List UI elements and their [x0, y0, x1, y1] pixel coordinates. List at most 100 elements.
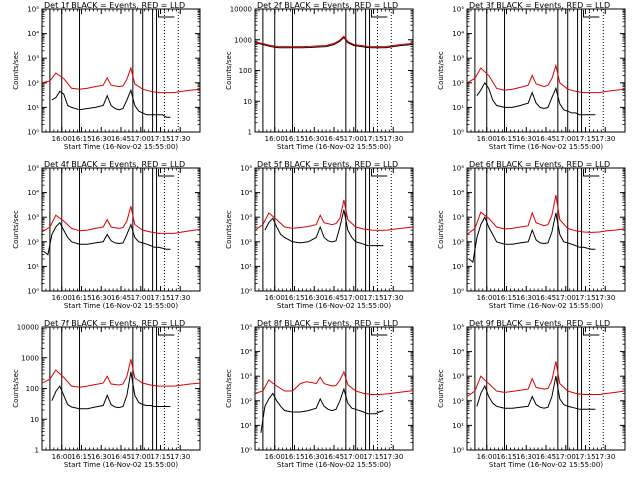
y-tick-label: 100 [26, 385, 39, 393]
x-tick-label: 16:30 [516, 135, 536, 143]
top-bracket [371, 328, 388, 336]
x-axis-label: Start Time (16-Nov-02 15:55:00) [64, 143, 178, 151]
x-tick-label: 17:00 [131, 135, 151, 143]
y-axis-label: Counts/sec [437, 210, 445, 249]
x-axis-label: Start Time (16-Nov-02 15:55:00) [277, 143, 391, 151]
x-tick-label: 17:30 [595, 453, 615, 461]
y-tick-label: 10000 [230, 6, 252, 14]
y-tick-label: 10⁰ [27, 129, 39, 137]
x-tick-label: 16:45 [536, 135, 556, 143]
panel-title: Det 4f BLACK = Events, RED = LLD [44, 160, 185, 169]
y-tick-label: 10⁵ [27, 165, 39, 173]
panel-title: Det 6f BLACK = Events, RED = LLD [469, 160, 610, 169]
y-tick-label: 10⁴ [27, 30, 39, 38]
x-tick-label: 16:00 [477, 294, 497, 302]
y-tick-label: 10¹ [240, 422, 252, 430]
series-line-events [51, 88, 171, 118]
x-tick-label: 17:15 [575, 294, 595, 302]
x-tick-label: 16:00 [265, 294, 285, 302]
x-tick-label: 17:15 [575, 453, 595, 461]
x-tick-label: 16:45 [536, 453, 556, 461]
y-tick-label: 10⁵ [452, 324, 464, 332]
panel-title: Det 5f BLACK = Events, RED = LLD [257, 160, 398, 169]
y-tick-label: 10⁴ [240, 348, 252, 356]
x-tick-label: 16:30 [516, 453, 536, 461]
y-tick-label: 10⁴ [452, 348, 464, 356]
chart-panel-2: Det 2f BLACK = Events, RED = LLD 1 10 100 10… [225, 1, 414, 151]
top-bracket [371, 10, 388, 18]
y-tick-label: 1 [248, 129, 252, 137]
y-tick-label: 10⁰ [452, 288, 464, 296]
x-tick-label: 16:45 [111, 135, 131, 143]
x-tick-label: 17:30 [170, 135, 190, 143]
x-tick-label: 17:30 [383, 135, 403, 143]
x-tick-label: 16:45 [324, 453, 344, 461]
y-tick-label: 10² [452, 238, 464, 246]
x-tick-label: 17:30 [170, 453, 190, 461]
y-tick-label: 10¹ [452, 263, 464, 271]
y-axis-label: Counts/sec [437, 369, 445, 408]
y-tick-label: 100 [239, 67, 252, 75]
series-line-lld [466, 63, 626, 94]
y-tick-label: 10³ [240, 214, 252, 222]
y-tick-label: 10² [27, 79, 39, 87]
plot-frame [466, 8, 626, 133]
y-tick-label: 10⁰ [452, 447, 464, 455]
series-line-lld [41, 66, 201, 94]
chart-panel-5: Det 5f BLACK = Events, RED = LLD 10⁰ 10¹ 10… [225, 160, 414, 310]
y-tick-label: 10¹ [240, 263, 252, 271]
plot-frame [254, 326, 414, 451]
chart-panel-3: Det 3f BLACK = Events, RED = LLD 10⁰ 10¹ 10… [437, 1, 626, 151]
panel-title: Det 8f BLACK = Events, RED = LLD [257, 319, 398, 328]
x-tick-label: 17:00 [131, 453, 151, 461]
y-tick-label: 10000 [17, 324, 39, 332]
x-tick-label: 16:15 [496, 453, 516, 461]
x-tick-label: 16:45 [324, 294, 344, 302]
plot-frame [41, 8, 201, 133]
x-tick-label: 16:45 [324, 135, 344, 143]
x-tick-label: 16:15 [71, 135, 91, 143]
x-axis-label: Start Time (16-Nov-02 15:55:00) [489, 143, 603, 151]
series-line-events [476, 81, 596, 116]
x-tick-label: 17:30 [170, 294, 190, 302]
x-tick-label: 16:15 [496, 135, 516, 143]
y-tick-label: 10³ [27, 55, 39, 63]
panel-title: Det 1f BLACK = Events, RED = LLD [44, 1, 185, 10]
series-line-events [476, 376, 596, 410]
x-tick-label: 17:00 [556, 135, 576, 143]
x-tick-label: 16:30 [304, 135, 324, 143]
x-tick-label: 17:00 [344, 135, 364, 143]
x-tick-label: 16:45 [111, 294, 131, 302]
series-line-lld [254, 370, 414, 395]
x-axis-label: Start Time (16-Nov-02 15:55:00) [64, 461, 178, 469]
top-bracket [371, 169, 388, 177]
x-tick-label: 16:30 [91, 453, 111, 461]
series-line-events [254, 36, 414, 49]
x-tick-label: 16:45 [111, 453, 131, 461]
y-tick-label: 10² [240, 397, 252, 405]
y-axis-label: Counts/sec [225, 51, 233, 90]
x-tick-label: 16:00 [52, 453, 72, 461]
x-tick-label: 17:00 [131, 294, 151, 302]
y-tick-label: 10³ [240, 373, 252, 381]
x-axis-label: Start Time (16-Nov-02 15:55:00) [489, 461, 603, 469]
y-axis-label: Counts/sec [12, 369, 20, 408]
y-axis-label: Counts/sec [12, 210, 20, 249]
top-bracket [158, 10, 175, 18]
y-tick-label: 10⁴ [240, 189, 252, 197]
y-tick-label: 1 [35, 447, 39, 455]
y-tick-label: 1000 [21, 354, 39, 362]
x-tick-label: 16:15 [496, 294, 516, 302]
y-tick-label: 10¹ [27, 104, 39, 112]
x-tick-label: 16:30 [516, 294, 536, 302]
x-tick-label: 17:15 [363, 135, 383, 143]
x-tick-label: 17:30 [383, 294, 403, 302]
x-tick-label: 16:00 [52, 294, 72, 302]
series-line-lld [254, 199, 414, 231]
chart-panel-9: Det 9f BLACK = Events, RED = LLD 10⁰ 10¹ 10… [437, 319, 626, 469]
y-tick-label: 10³ [452, 55, 464, 63]
top-bracket [158, 328, 175, 336]
plot-frame [41, 167, 201, 292]
x-tick-label: 17:15 [363, 294, 383, 302]
x-tick-label: 17:15 [150, 135, 170, 143]
